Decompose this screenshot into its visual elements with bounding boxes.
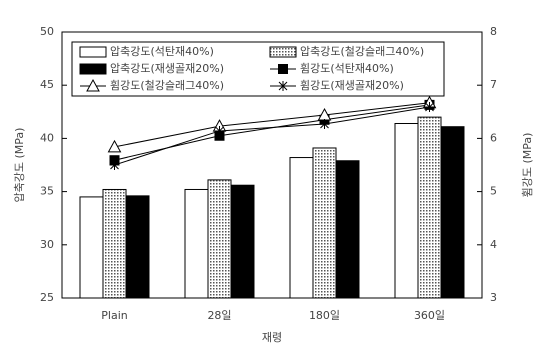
y-tick-label: 25 xyxy=(40,291,54,304)
y2-tick-label: 7 xyxy=(490,78,497,91)
bar xyxy=(230,184,255,299)
y-axis-label: 압축강도 (MPa) xyxy=(13,128,26,203)
x-tick-label: 360일 xyxy=(414,308,445,322)
plot-frame xyxy=(61,31,483,299)
marker xyxy=(319,119,330,130)
marker xyxy=(107,139,122,153)
x-tick-label: 180일 xyxy=(309,308,340,322)
bar xyxy=(417,116,442,299)
legend-label: 압축강도(재생골재20%) xyxy=(110,62,224,75)
y-tick-label: 50 xyxy=(40,25,54,38)
y2-axis-label: 휨강도 (MPa) xyxy=(521,133,534,198)
bar xyxy=(394,123,419,299)
x-tick-label: 28일 xyxy=(207,308,231,322)
legend-marker xyxy=(278,81,288,91)
x-tick-label: Plain xyxy=(101,309,127,322)
bar xyxy=(125,195,150,299)
legend-label: 휨강도(석탄재40%) xyxy=(300,62,394,75)
legend-marker xyxy=(278,64,288,74)
legend-label: 휨강도(철강슬래그40%) xyxy=(110,79,224,92)
y-tick-label: 45 xyxy=(40,78,54,91)
y-tick-label: 40 xyxy=(40,131,54,144)
legend-label: 압축강도(석탄재40%) xyxy=(110,45,214,58)
x-axis-label: 재령 xyxy=(262,331,282,344)
bar xyxy=(102,188,127,299)
legend-label: 휨강도(재생골재20%) xyxy=(300,79,404,92)
legend-label: 압축강도(철강슬래그40%) xyxy=(300,45,424,58)
legend-swatch xyxy=(79,63,107,75)
bar xyxy=(440,126,465,299)
legend-swatch xyxy=(79,46,107,58)
legend-marker xyxy=(86,78,100,92)
y-tick-label: 35 xyxy=(40,185,54,198)
legend-box xyxy=(71,41,445,97)
line xyxy=(114,102,430,148)
bar xyxy=(207,179,232,299)
bar xyxy=(184,188,209,299)
line xyxy=(114,106,430,166)
legend-swatch xyxy=(269,46,297,58)
y2-tick-label: 3 xyxy=(490,291,497,304)
marker xyxy=(109,160,120,170)
bar xyxy=(335,160,360,299)
line xyxy=(114,104,430,161)
bar xyxy=(289,157,314,299)
y2-tick-label: 6 xyxy=(490,131,497,144)
y2-tick-label: 4 xyxy=(490,238,497,251)
bar xyxy=(79,196,104,299)
bar xyxy=(312,147,337,299)
y2-tick-label: 8 xyxy=(490,25,497,38)
marker xyxy=(214,125,225,136)
y-tick-label: 30 xyxy=(40,238,54,251)
marker xyxy=(424,102,435,113)
y2-tick-label: 5 xyxy=(490,185,497,198)
